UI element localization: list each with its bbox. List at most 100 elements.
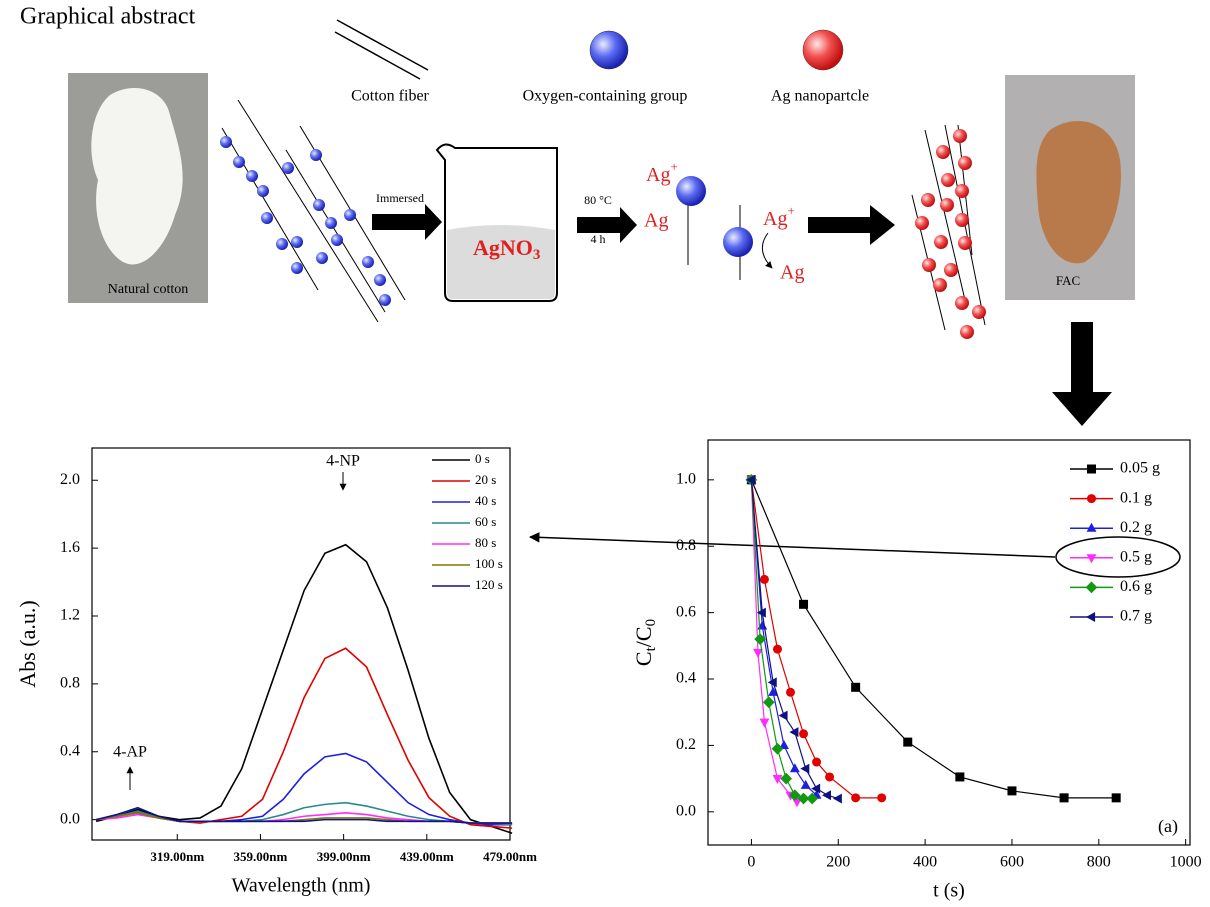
- oxygen-group: [291, 236, 303, 248]
- x-tick-label: 359.00nm: [234, 849, 288, 864]
- legend-label: 0.05 g: [1120, 460, 1160, 477]
- marker: [768, 686, 779, 696]
- photo-label: FAC: [1056, 273, 1080, 288]
- marker: [756, 607, 766, 618]
- legend-label: 80 s: [475, 535, 496, 550]
- marker: [877, 793, 887, 803]
- fiber: [924, 129, 966, 301]
- x-tick-label: 200: [826, 854, 850, 871]
- marker: [762, 696, 775, 709]
- marker: [759, 718, 770, 728]
- x-tick-label: 319.00nm: [150, 849, 204, 864]
- ion-sup: +: [787, 203, 794, 218]
- x-tick-label: 439.00nm: [400, 849, 454, 864]
- oxygen-group: [261, 212, 273, 224]
- key-label: Oxygen-containing group: [523, 88, 688, 105]
- oxygen-group: [282, 162, 294, 174]
- ag-particle: [955, 184, 969, 198]
- highlight: [1055, 536, 1181, 578]
- step-label: Immersed: [376, 191, 424, 205]
- ag-particle: [953, 129, 967, 143]
- legend-label: 0.7 g: [1120, 608, 1152, 625]
- y-tick-label: 1.2: [60, 607, 80, 624]
- marker: [832, 793, 842, 804]
- marker: [772, 644, 782, 654]
- fac: [1036, 121, 1121, 264]
- label-part: C: [631, 651, 656, 666]
- marker: [800, 763, 810, 774]
- series-line: [750, 479, 1117, 799]
- key-label: Ag nanopartcle: [771, 88, 869, 105]
- ag-particle: [940, 198, 954, 212]
- legend-label: 0.5 g: [1120, 548, 1152, 565]
- y-tick-label: 0.8: [60, 675, 80, 692]
- legend-marker: [1086, 522, 1097, 532]
- fiber: [221, 127, 319, 291]
- y-axis-label: Ct/C0: [631, 619, 659, 666]
- series-line: [95, 806, 513, 824]
- y-tick-label: 1.6: [60, 539, 80, 556]
- marker: [851, 793, 861, 803]
- marker: [752, 648, 763, 658]
- legend-label: 0 s: [475, 451, 490, 466]
- solution: [447, 225, 555, 299]
- x-axis-label: Wavelength (nm): [232, 875, 371, 897]
- annotation: (a): [1158, 816, 1178, 837]
- y-tick-label: 0.4: [60, 742, 80, 759]
- oxygen-group: [313, 199, 325, 211]
- y-tick-label: 0.8: [676, 537, 696, 554]
- ag-particle: [958, 156, 972, 170]
- fiber-key: [334, 31, 421, 80]
- ion-sup: +: [670, 159, 677, 174]
- arrow: [761, 232, 773, 269]
- ag-particle: [933, 278, 947, 292]
- ag-particle: [944, 263, 958, 277]
- ag-particle: [921, 193, 935, 207]
- marker: [903, 737, 913, 747]
- photo-label: Natural cotton: [108, 282, 188, 297]
- ag-key: [802, 29, 844, 71]
- marker: [1007, 786, 1017, 796]
- marker: [800, 779, 811, 789]
- legend-marker: [1087, 494, 1096, 504]
- marker: [1059, 793, 1069, 803]
- condition: 80 °C: [584, 193, 612, 207]
- marker: [780, 772, 793, 785]
- legend-label: 20 s: [475, 472, 496, 487]
- oxygen-group: [374, 274, 386, 286]
- fibers: [220, 99, 406, 323]
- x-tick-label: 479.00nm: [483, 849, 537, 864]
- legend-label: 0.2 g: [1120, 519, 1152, 536]
- oxygen-group: [344, 209, 356, 221]
- ag-particle: [922, 258, 936, 272]
- marker: [1111, 793, 1121, 803]
- legend-label: 40 s: [475, 493, 496, 508]
- y-tick-label: 0.4: [676, 670, 696, 687]
- label-part: /C: [631, 626, 656, 647]
- marker: [759, 574, 769, 584]
- legend-marker: [1087, 464, 1096, 474]
- link-arrow: [528, 532, 1056, 558]
- oxygen-group: [291, 262, 303, 274]
- fiber-key: [336, 19, 429, 71]
- oxygen-group: [310, 149, 322, 161]
- ion: Ag+: [763, 203, 795, 230]
- oxygen-group: [676, 176, 706, 206]
- reagent-sub: 3: [533, 247, 541, 263]
- y-tick-label: 1.0: [676, 471, 696, 488]
- reagent-text: AgNO: [473, 235, 533, 260]
- marker: [788, 789, 801, 802]
- condition: 4 h: [591, 232, 606, 246]
- metal: Ag: [644, 210, 668, 232]
- x-tick-label: 800: [1087, 854, 1111, 871]
- marker: [825, 772, 835, 782]
- arrow: [808, 205, 895, 245]
- plot-frame: [91, 447, 511, 841]
- y-tick-label: 0.6: [676, 603, 696, 620]
- marker: [778, 710, 788, 721]
- marker: [811, 783, 821, 794]
- oxygen-group: [316, 252, 328, 264]
- ion-text: Ag: [646, 164, 670, 186]
